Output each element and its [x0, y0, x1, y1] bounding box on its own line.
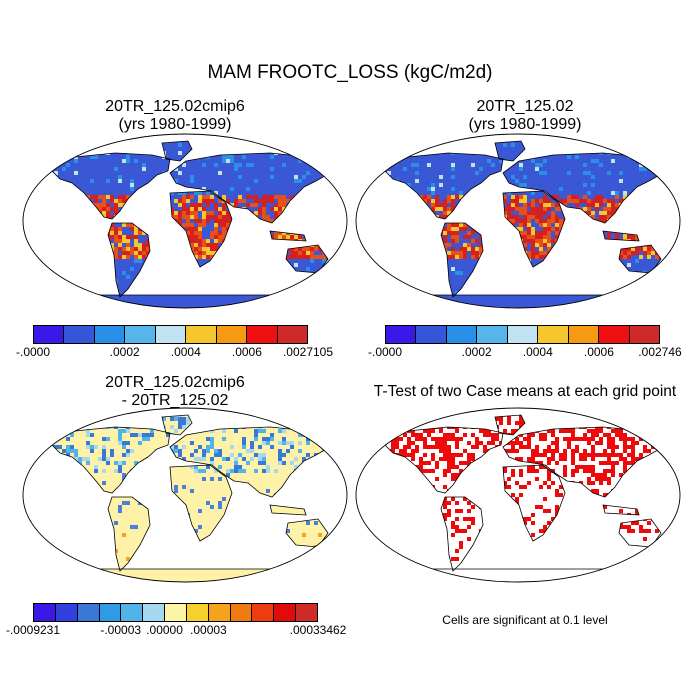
- map-panel-2: [355, 133, 681, 309]
- significance-note: Cells are significant at 0.1 level: [442, 613, 608, 627]
- colorbar-2-tick-label: -.0000: [367, 345, 403, 359]
- colorbar-3-tick-label: .00003: [190, 623, 227, 637]
- colorbar-1-tick-label: .0027105: [282, 345, 334, 359]
- colorbar-1-swatch: [277, 326, 307, 343]
- colorbar-2-swatch: [599, 326, 630, 343]
- colorbar-3-tick-label: .00000: [146, 623, 183, 637]
- map-panel-3: [22, 407, 348, 583]
- colorbar-panel-1: [33, 325, 308, 344]
- panel-2-years: (yrs 1980-1999): [468, 116, 582, 133]
- panel-1-case-name: 20TR_125.02cmip6: [105, 98, 245, 115]
- colorbar-2-swatch: [507, 326, 539, 343]
- colorbar-3-swatch: [296, 604, 317, 621]
- colorbar-1-swatch: [34, 326, 65, 343]
- colorbar-3-swatch: [252, 604, 275, 621]
- panel-3-title: 20TR_125.02cmip6 - 20TR_125.02: [30, 374, 320, 410]
- colorbar-3-swatch: [99, 604, 122, 621]
- colorbar-1-swatch: [247, 326, 278, 343]
- panel-1-years: (yrs 1980-1999): [118, 116, 232, 133]
- colorbar-3-swatch: [208, 604, 231, 621]
- panel-3-case-b: - 20TR_125.02: [121, 392, 229, 409]
- colorbar-1-swatch: [94, 326, 126, 343]
- panel-1-title: 20TR_125.02cmip6 (yrs 1980-1999): [30, 98, 320, 134]
- colorbar-2-swatch: [416, 326, 447, 343]
- colorbar-2-swatch: [629, 326, 659, 343]
- colorbar-1-swatch: [125, 326, 156, 343]
- colorbar-2-tick-label: .0002: [461, 345, 492, 359]
- colorbar-3-swatch: [186, 604, 209, 621]
- colorbar-2-swatch: [538, 326, 569, 343]
- colorbar-1-swatch: [64, 326, 95, 343]
- colorbar-panel-3: [33, 603, 318, 622]
- colorbar-2-tick-label: .0004: [522, 345, 553, 359]
- colorbar-3-swatch: [121, 604, 144, 621]
- panel-3-case-a: 20TR_125.02cmip6: [105, 374, 245, 391]
- colorbar-3-swatch: [165, 604, 187, 621]
- colorbar-1-swatch: [216, 326, 248, 343]
- colorbar-3-swatch: [230, 604, 253, 621]
- colorbar-2-swatch: [568, 326, 600, 343]
- colorbar-2-swatch: [446, 326, 478, 343]
- colorbar-1-swatch: [155, 326, 187, 343]
- colorbar-1-tick-label: .0006: [231, 345, 262, 359]
- map-panel-1: [22, 133, 348, 309]
- colorbar-3-tick-label: -.00003: [100, 623, 142, 637]
- colorbar-3-tick-label: -.0009231: [5, 623, 61, 637]
- panel-2-case-name: 20TR_125.02: [476, 98, 574, 115]
- colorbar-3-swatch: [143, 604, 166, 621]
- colorbar-3-swatch: [274, 604, 297, 621]
- colorbar-2-tick-label: .002746: [638, 345, 682, 359]
- colorbar-panel-2: [385, 325, 660, 344]
- colorbar-3-swatch: [34, 604, 56, 621]
- colorbar-2-tick-label: .0006: [583, 345, 614, 359]
- colorbar-1-tick-label: .0004: [170, 345, 201, 359]
- colorbar-2-swatch: [386, 326, 417, 343]
- colorbar-2-swatch: [477, 326, 508, 343]
- colorbar-1-tick-label: .0002: [109, 345, 140, 359]
- colorbar-3-swatch: [55, 604, 78, 621]
- colorbar-3-swatch: [77, 604, 100, 621]
- colorbar-3-tick-label: .00033462: [289, 623, 347, 637]
- colorbar-1-swatch: [186, 326, 217, 343]
- panel-4-title: T-Test of two Case means at each grid po…: [373, 383, 677, 400]
- figure-title: MAM FROOTC_LOSS (kgC/m2d): [207, 62, 493, 83]
- panel-2-title: 20TR_125.02 (yrs 1980-1999): [380, 98, 670, 134]
- colorbar-1-tick-label: -.0000: [15, 345, 51, 359]
- map-panel-4: [355, 407, 681, 583]
